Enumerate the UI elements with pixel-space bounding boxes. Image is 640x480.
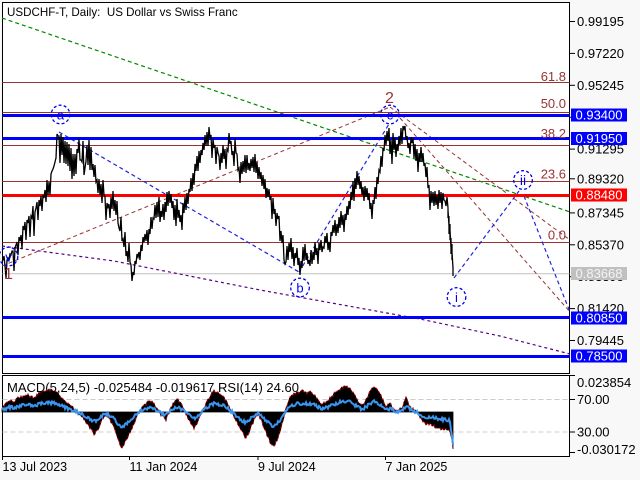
svg-text:c: c <box>387 108 394 123</box>
svg-text:1: 1 <box>4 266 13 283</box>
svg-text:0.023854: 0.023854 <box>577 375 631 390</box>
svg-text:23.6: 23.6 <box>541 167 566 182</box>
svg-text:50.0: 50.0 <box>541 96 566 111</box>
svg-text:13 Jul 2023: 13 Jul 2023 <box>3 460 68 474</box>
svg-text:30.00: 30.00 <box>577 425 610 440</box>
svg-text:0.97220: 0.97220 <box>577 46 624 61</box>
svg-text:70.00: 70.00 <box>577 392 610 407</box>
svg-text:0.85370: 0.85370 <box>577 237 624 252</box>
svg-text:0.0: 0.0 <box>548 228 566 243</box>
svg-text:i: i <box>455 290 458 305</box>
svg-text:MACD(5,24,5) -0.025484 -0.0196: MACD(5,24,5) -0.025484 -0.019617 RSI(14)… <box>7 380 299 395</box>
svg-text:USDCHF-T, Daily: US Dollar vs: USDCHF-T, Daily: US Dollar vs Swiss Fran… <box>7 6 238 19</box>
svg-text:0.88480: 0.88480 <box>576 188 623 203</box>
svg-text:9 Jul 2024: 9 Jul 2024 <box>258 460 316 474</box>
svg-text:0.80850: 0.80850 <box>576 311 623 326</box>
svg-text:0.78500: 0.78500 <box>576 349 623 364</box>
svg-text:-0.030172: -0.030172 <box>577 442 636 457</box>
svg-text:0.95245: 0.95245 <box>577 78 624 93</box>
svg-text:v: v <box>5 250 12 265</box>
svg-text:7 Jan 2025: 7 Jan 2025 <box>386 460 448 474</box>
svg-text:11 Jan 2024: 11 Jan 2024 <box>130 460 198 474</box>
svg-text:2: 2 <box>385 90 394 107</box>
svg-text:0.91950: 0.91950 <box>576 131 623 146</box>
svg-text:ii: ii <box>520 172 526 188</box>
svg-text:0.87345: 0.87345 <box>577 205 624 220</box>
svg-text:b: b <box>296 281 303 296</box>
svg-text:0.83668: 0.83668 <box>576 266 623 281</box>
svg-text:0.91295: 0.91295 <box>577 142 624 157</box>
svg-text:0.99195: 0.99195 <box>577 14 624 29</box>
svg-text:61.8: 61.8 <box>541 69 566 84</box>
svg-text:0.79445: 0.79445 <box>577 333 624 348</box>
svg-text:0.93400: 0.93400 <box>576 108 623 123</box>
svg-text:38.2: 38.2 <box>541 126 566 141</box>
svg-text:a: a <box>57 108 65 123</box>
svg-text:0.89320: 0.89320 <box>577 171 624 186</box>
